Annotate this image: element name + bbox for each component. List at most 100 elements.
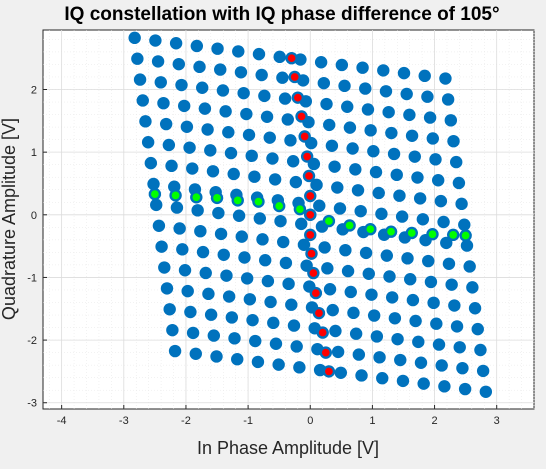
constellation-point	[165, 159, 178, 173]
constellation-point	[424, 275, 438, 289]
constellation-point	[373, 351, 386, 364]
constellation-point	[258, 89, 271, 103]
x-tick-label: -1	[243, 415, 253, 427]
constellation-point	[395, 210, 409, 223]
x-tick-label: 0	[307, 415, 313, 427]
constellation-point	[471, 322, 484, 336]
constellation-point	[252, 47, 266, 61]
in-phase-point	[345, 221, 354, 230]
constellation-point	[331, 345, 345, 359]
in-phase-point	[461, 231, 470, 240]
constellation-point	[139, 115, 152, 128]
constellation-point	[385, 291, 399, 304]
constellation-point	[232, 45, 245, 58]
constellation-point	[329, 324, 342, 338]
constellation-point	[240, 272, 254, 285]
quadrature-point	[306, 231, 315, 239]
in-phase-point	[192, 193, 201, 202]
quadrature-point	[297, 112, 306, 121]
constellation-point	[242, 128, 256, 142]
constellation-point	[447, 134, 460, 148]
constellation-point	[273, 50, 286, 64]
constellation-point	[178, 264, 192, 277]
constellation-point	[278, 92, 292, 105]
constellation-point	[380, 249, 394, 262]
tick-labels: -4 -3 -2 -1 0 1 2 3 -3 -2 -1 0 1 2	[27, 85, 500, 427]
constellation-point	[272, 358, 285, 371]
constellation-point	[400, 87, 413, 101]
constellation-point	[212, 206, 225, 220]
constellation-point	[227, 167, 240, 181]
quadrature-point	[312, 289, 320, 297]
constellation-point	[269, 337, 283, 350]
constellation-point	[177, 99, 191, 113]
y-tick-label: -3	[27, 398, 37, 410]
constellation-point	[409, 314, 422, 328]
constellation-point	[234, 66, 248, 79]
constellation-point	[476, 364, 490, 378]
constellation-point	[248, 170, 261, 183]
constellation-point	[286, 155, 300, 168]
constellation-point	[479, 385, 493, 398]
constellation-point	[225, 311, 239, 324]
constellation-point	[274, 214, 287, 228]
constellation-point	[331, 181, 344, 194]
constellation-point	[320, 97, 333, 111]
constellation-point	[323, 283, 337, 296]
constellation-point	[334, 366, 348, 379]
quadrature-point	[293, 93, 302, 102]
constellation-point	[351, 184, 365, 197]
constellation-point	[367, 309, 381, 322]
constellation-point	[163, 303, 176, 316]
y-tick-label: 0	[31, 210, 37, 222]
x-tick-label: -4	[57, 415, 67, 427]
constellation-point	[418, 69, 431, 83]
constellation-point	[211, 42, 224, 55]
constellation-point	[432, 338, 446, 351]
constellation-point	[442, 257, 456, 270]
constellation-point	[240, 107, 253, 121]
constellation-point	[260, 110, 274, 123]
constellation-point	[186, 326, 200, 340]
constellation-point	[149, 34, 162, 47]
constellation-point	[408, 150, 421, 163]
constellation-point	[326, 303, 339, 317]
constellation-point	[276, 71, 289, 84]
constellation-point	[219, 105, 232, 118]
constellation-point	[335, 58, 349, 72]
constellation-point	[423, 111, 437, 124]
constellation-point	[277, 235, 290, 249]
constellation-point	[158, 261, 171, 274]
constellation-point	[151, 55, 165, 68]
constellation-point	[249, 334, 262, 348]
constellation-point	[450, 155, 463, 169]
data-points	[128, 31, 493, 398]
constellation-point	[289, 175, 303, 189]
chart-title: IQ constellation with IQ phase differenc…	[64, 4, 499, 25]
constellation-point	[207, 329, 221, 342]
constellation-point	[162, 138, 176, 152]
constellation-point	[196, 245, 210, 259]
constellation-point	[214, 63, 227, 76]
constellation-point	[144, 156, 158, 170]
quadrature-point	[315, 309, 323, 317]
constellation-point	[437, 215, 450, 229]
constellation-point	[413, 192, 427, 205]
constellation-point	[193, 60, 206, 74]
constellation-point	[474, 343, 487, 357]
quadrature-point	[305, 172, 313, 180]
in-phase-point	[366, 225, 375, 234]
in-phase-point	[275, 202, 284, 210]
constellation-point	[202, 287, 215, 301]
constellation-point	[210, 350, 223, 363]
constellation-point	[333, 202, 347, 215]
constellation-point	[228, 332, 241, 345]
constellation-point	[293, 361, 306, 374]
constellation-point	[194, 224, 207, 238]
constellation-point	[285, 298, 298, 311]
constellation-point	[455, 197, 468, 211]
constellation-point	[382, 105, 395, 119]
in-phase-point	[296, 205, 304, 214]
constellation-point	[434, 194, 448, 208]
